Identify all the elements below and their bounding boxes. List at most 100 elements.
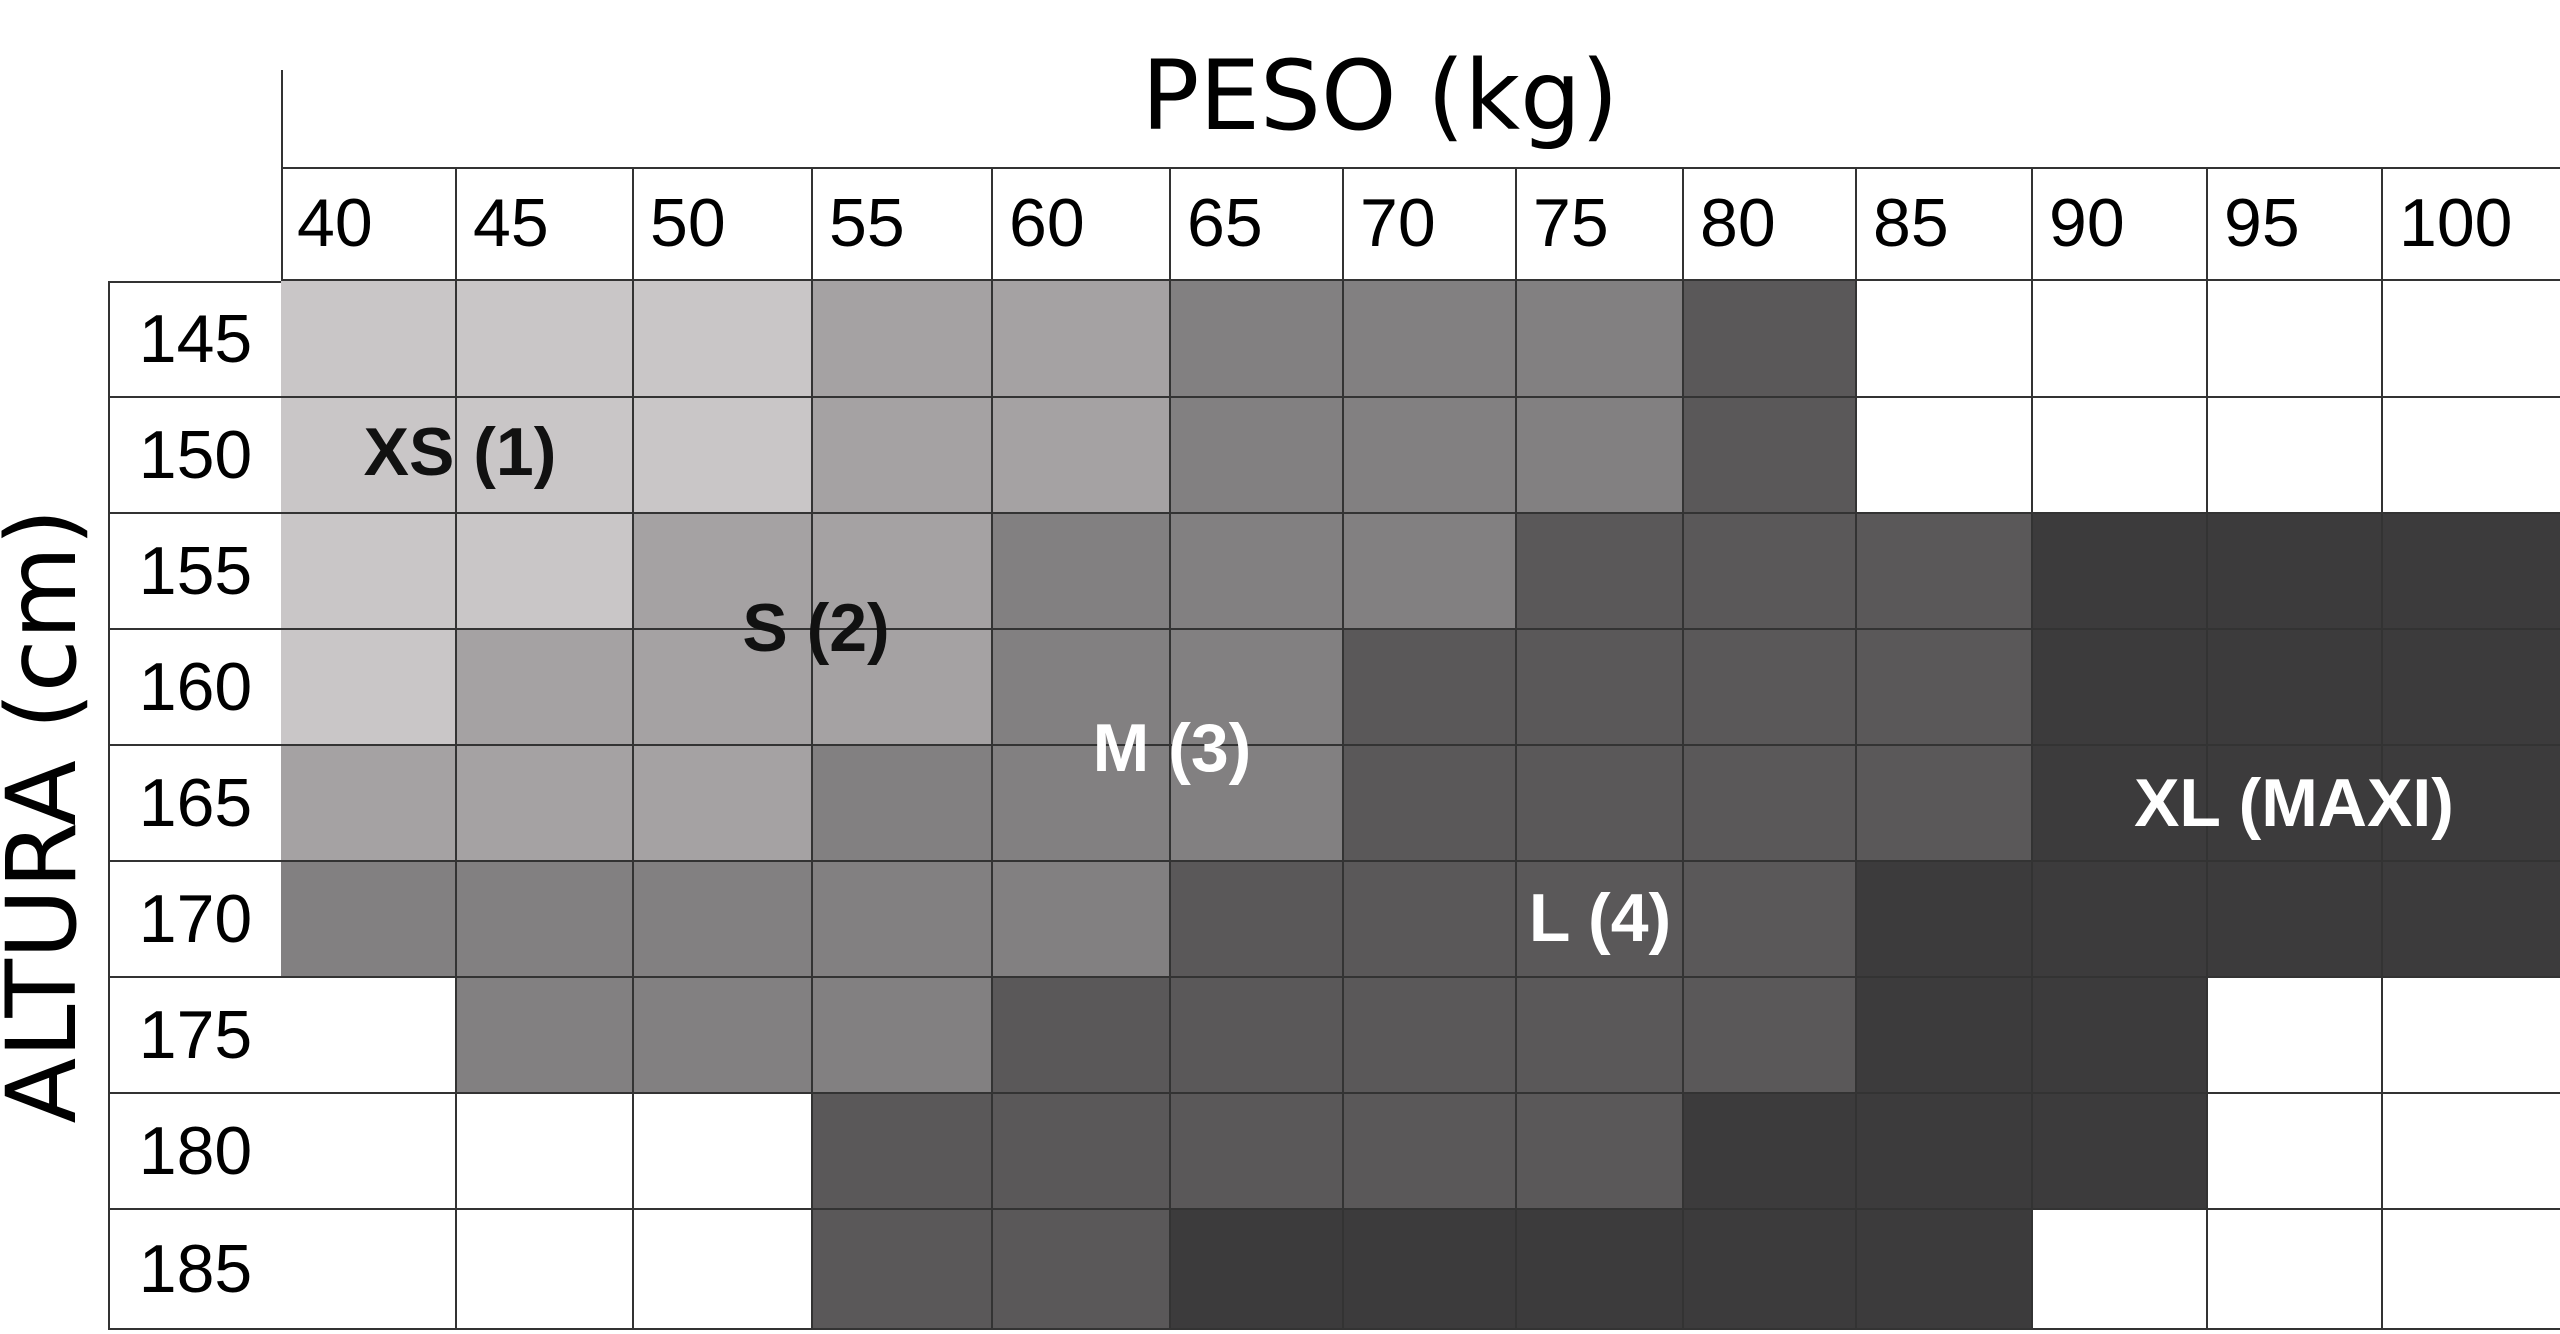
grid-cell <box>1344 1094 1517 1210</box>
grid-cell <box>634 1094 813 1210</box>
grid-cell <box>457 630 634 746</box>
grid-cell <box>281 1210 457 1330</box>
grid-cell <box>2383 746 2560 862</box>
header-top-border <box>281 167 2560 169</box>
grid-cell <box>634 746 813 862</box>
grid-cell <box>1171 978 1344 1094</box>
size-zone-label: XS (1) <box>363 414 557 490</box>
grid-cell <box>2383 1210 2560 1330</box>
grid-cell <box>1344 514 1517 630</box>
grid-cell <box>1684 630 1857 746</box>
grid-cell <box>813 630 993 746</box>
grid-cell <box>1517 746 1684 862</box>
grid-cell <box>281 398 457 514</box>
grid-cell <box>2208 746 2383 862</box>
grid-cell <box>813 1094 993 1210</box>
grid-cell <box>457 746 634 862</box>
grid-cell <box>1517 1210 1684 1330</box>
grid-cell <box>1344 746 1517 862</box>
grid-cell <box>1857 746 2033 862</box>
grid-cell <box>993 862 1171 978</box>
x-tick-label: 85 <box>1857 167 2033 281</box>
grid-cell <box>457 398 634 514</box>
x-tick-label: 80 <box>1684 167 1857 281</box>
grid-cell <box>993 746 1171 862</box>
grid-cell <box>2208 514 2383 630</box>
grid-cell <box>2208 630 2383 746</box>
grid-cell <box>281 630 457 746</box>
grid-cell <box>2208 862 2383 978</box>
x-tick-label: 65 <box>1171 167 1344 281</box>
grid-cell <box>993 630 1171 746</box>
grid-cell <box>2033 746 2208 862</box>
grid-cell <box>281 281 457 398</box>
grid-cell <box>457 1210 634 1330</box>
grid-cell <box>2208 1210 2383 1330</box>
grid-cell <box>1171 862 1344 978</box>
grid-cell <box>993 281 1171 398</box>
grid-cell <box>457 514 634 630</box>
y-tick-label: 160 <box>108 630 281 746</box>
grid-cell <box>2383 630 2560 746</box>
grid-cell <box>1684 281 1857 398</box>
grid-cell <box>1684 746 1857 862</box>
grid-cell <box>993 978 1171 1094</box>
y-tick-label: 185 <box>108 1210 281 1330</box>
grid-cell <box>1171 398 1344 514</box>
grid-cell <box>1171 1210 1344 1330</box>
grid-cell <box>1517 978 1684 1094</box>
grid-cell <box>2033 630 2208 746</box>
y-tick-label: 180 <box>108 1094 281 1210</box>
grid-cell <box>1171 746 1344 862</box>
y-tick-label: 165 <box>108 746 281 862</box>
size-zone-label: L (4) <box>1528 880 1672 956</box>
grid-cell <box>2208 281 2383 398</box>
grid-cell <box>2383 281 2560 398</box>
x-axis-title: PESO (kg) <box>1141 40 1619 152</box>
grid-cell <box>634 630 813 746</box>
x-tick-label: 100 <box>2383 167 2560 281</box>
grid-cell <box>813 978 993 1094</box>
grid-cell <box>1171 1094 1344 1210</box>
x-tick-label: 75 <box>1517 167 1684 281</box>
y-tick-label: 155 <box>108 514 281 630</box>
grid-cell <box>993 398 1171 514</box>
grid-cell <box>2033 978 2208 1094</box>
grid-cell <box>1857 1210 2033 1330</box>
grid-cell <box>281 978 457 1094</box>
grid-cell <box>813 281 993 398</box>
grid-cell <box>281 746 457 862</box>
grid-cell <box>634 281 813 398</box>
grid-cell <box>1684 514 1857 630</box>
grid-cell <box>2208 398 2383 514</box>
grid-cell <box>1684 862 1857 978</box>
grid-cell <box>813 1210 993 1330</box>
grid-cell <box>1857 281 2033 398</box>
grid-cell <box>2033 1210 2208 1330</box>
grid-cell <box>1857 1094 2033 1210</box>
grid-cell <box>1857 630 2033 746</box>
row-header-top-border <box>108 281 281 283</box>
grid-cell <box>1517 862 1684 978</box>
y-tick-label: 145 <box>108 281 281 398</box>
grid-cell <box>2033 514 2208 630</box>
size-zone-label: S (2) <box>742 590 890 666</box>
y-tick-label: 150 <box>108 398 281 514</box>
grid-cell <box>813 398 993 514</box>
grid-cell <box>813 514 993 630</box>
grid-cell <box>1344 978 1517 1094</box>
grid-cell <box>2033 1094 2208 1210</box>
grid-cell <box>281 862 457 978</box>
grid-cell <box>813 746 993 862</box>
x-tick-label: 90 <box>2033 167 2208 281</box>
grid-cell <box>1684 978 1857 1094</box>
grid-cell <box>2383 862 2560 978</box>
y-tick-label: 170 <box>108 862 281 978</box>
grid-cell <box>457 978 634 1094</box>
grid-cell <box>634 862 813 978</box>
x-tick-label: 40 <box>281 167 457 281</box>
grid-cell <box>1857 514 2033 630</box>
grid-cell <box>1857 862 2033 978</box>
grid-cell <box>2208 1094 2383 1210</box>
grid-cell <box>1344 1210 1517 1330</box>
